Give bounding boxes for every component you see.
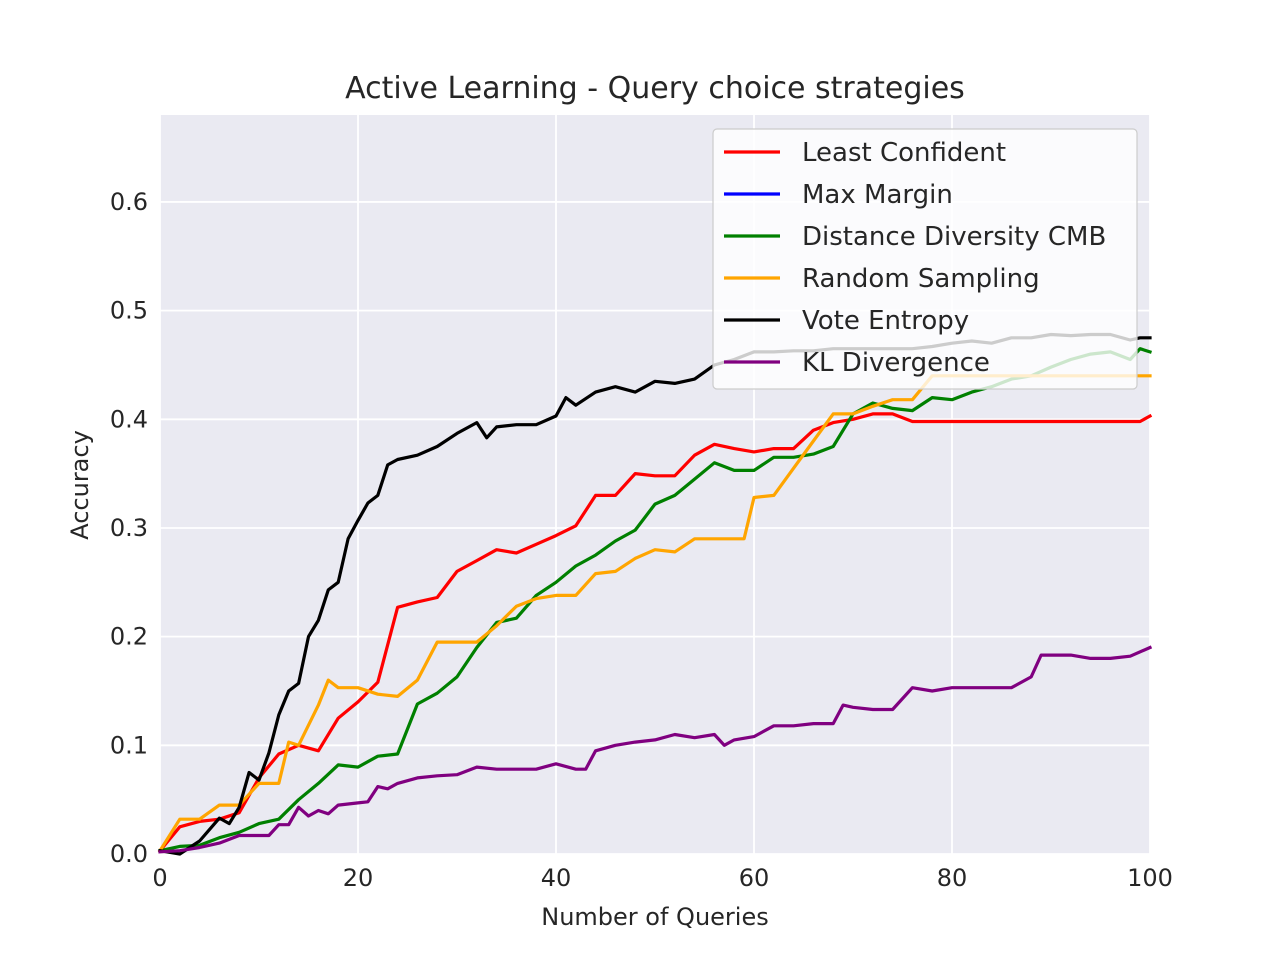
legend-label-random-sampling: Random Sampling (802, 264, 1040, 294)
legend-label-least-confident: Least Confident (802, 138, 1006, 168)
series-line-kl-divergence (158, 645, 1153, 854)
x-tick-label: 0 (152, 864, 167, 892)
x-tick-label: 40 (541, 864, 572, 892)
legend-label-max-margin: Max Margin (802, 180, 953, 210)
x-tick-label: 60 (739, 864, 770, 892)
series-line-random-sampling (157, 374, 1152, 853)
y-tick-label: 0.1 (110, 731, 148, 759)
legend-box (712, 128, 1138, 390)
legend-label-distance-diversity-cmb: Distance Diversity CMB (802, 222, 1106, 252)
y-tick-label: 0.5 (110, 297, 148, 325)
series-line-least-confident (157, 412, 1153, 853)
y-tick-label: 0.0 (110, 840, 148, 868)
y-tick-label: 0.2 (110, 623, 148, 651)
chart-title: Active Learning - Query choice strategie… (345, 71, 965, 106)
x-tick-label: 20 (343, 864, 374, 892)
y-tick-labels: 0.0 0.1 0.2 0.3 0.4 0.5 0.6 (110, 188, 148, 868)
x-axis-label: Number of Queries (541, 903, 768, 931)
legend: Least Confident Max Margin Distance Divers… (712, 128, 1138, 390)
x-tick-label: 100 (1127, 864, 1173, 892)
x-tick-label: 80 (937, 864, 968, 892)
y-tick-label: 0.3 (110, 514, 148, 542)
x-tick-labels: 0 20 40 60 80 100 (152, 864, 1173, 892)
y-tick-label: 0.4 (110, 405, 148, 433)
y-axis-label: Accuracy (66, 430, 94, 540)
legend-label-kl-divergence: KL Divergence (802, 348, 990, 378)
legend-label-vote-entropy: Vote Entropy (802, 306, 969, 336)
y-tick-label: 0.6 (110, 188, 148, 216)
